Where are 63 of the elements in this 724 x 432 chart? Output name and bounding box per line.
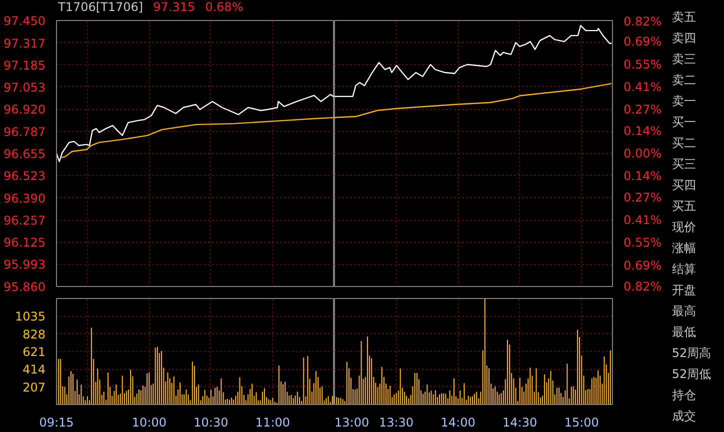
text: 成交 xyxy=(672,409,696,423)
text: 卖四 xyxy=(672,31,696,45)
text: 卖一 xyxy=(672,94,696,108)
text: 0.14% xyxy=(624,124,662,138)
x-tick-label: 13:30 xyxy=(378,416,414,430)
text: 开盘 xyxy=(672,283,696,297)
x-tick-label: 14:00 xyxy=(440,416,476,430)
text: 0.14% xyxy=(624,169,662,184)
text: 97.315 xyxy=(153,0,196,14)
text: 0.69% xyxy=(624,34,662,49)
y-tick-label: 96.390 xyxy=(4,191,46,206)
text: 0.41% xyxy=(624,80,662,94)
y-tick-label: 96.125 xyxy=(4,236,46,250)
text: 卖二 xyxy=(672,73,696,87)
text: 买五 xyxy=(672,199,696,213)
text: 涨幅 xyxy=(672,241,696,255)
text: 0.55% xyxy=(624,57,662,72)
text: 卖五 xyxy=(672,10,696,24)
y-tick-label: 621 xyxy=(22,345,46,359)
y-tick-label: 207 xyxy=(22,380,46,394)
text: 卖三 xyxy=(672,52,696,66)
y-tick-label: 97.185 xyxy=(4,58,46,72)
text: 持仓 xyxy=(672,388,696,402)
y-tick-label: 96.523 xyxy=(4,169,46,184)
x-tick-label: 15:00 xyxy=(564,416,599,430)
text: 0.82% xyxy=(624,14,662,28)
text: 结算 xyxy=(672,262,696,276)
text: 买四 xyxy=(672,178,696,192)
text: 0.69% xyxy=(624,258,662,272)
x-tick-label: 10:00 xyxy=(132,416,166,430)
y-tick-label: 97.053 xyxy=(4,80,46,94)
text: 0.00% xyxy=(624,146,662,160)
text: 买一 xyxy=(672,115,696,129)
y-tick-label: 1035 xyxy=(14,310,46,324)
x-tick-label: 14:30 xyxy=(502,416,538,430)
x-tick-label: 11:00 xyxy=(255,416,290,430)
y-tick-label: 95.993 xyxy=(4,258,46,272)
y-tick-label: 96.257 xyxy=(4,214,46,228)
y-tick-label: 95.860 xyxy=(4,280,46,294)
text: 0.41% xyxy=(624,213,662,227)
y-tick-label: 97.450 xyxy=(4,14,46,28)
y-tick-label: 96.920 xyxy=(4,102,46,117)
x-tick-label: 13:00 xyxy=(334,416,370,430)
text: 买二 xyxy=(672,136,696,150)
text: 最高 xyxy=(672,304,696,318)
x-tick-label: 10:30 xyxy=(194,416,228,430)
y-tick-label: 828 xyxy=(22,327,46,342)
text: 现价 xyxy=(672,220,696,234)
text: 买三 xyxy=(672,157,696,171)
text: 0.68% xyxy=(205,0,244,14)
y-tick-label: 96.655 xyxy=(4,147,46,161)
text: 0.27% xyxy=(624,190,662,204)
y-tick-label: 97.317 xyxy=(4,36,46,50)
chart-title: T1706[T1706] xyxy=(58,0,144,14)
x-tick-label: 09:15 xyxy=(39,416,74,430)
y-tick-label: 96.787 xyxy=(4,124,46,139)
y-tick-label: 414 xyxy=(22,362,46,377)
text: 最低 xyxy=(672,325,696,339)
text: 52周低 xyxy=(672,367,712,381)
text: 52周高 xyxy=(672,346,712,360)
text: 0.55% xyxy=(624,236,662,250)
text: 0.82% xyxy=(624,280,662,294)
text: 0.27% xyxy=(624,102,662,117)
